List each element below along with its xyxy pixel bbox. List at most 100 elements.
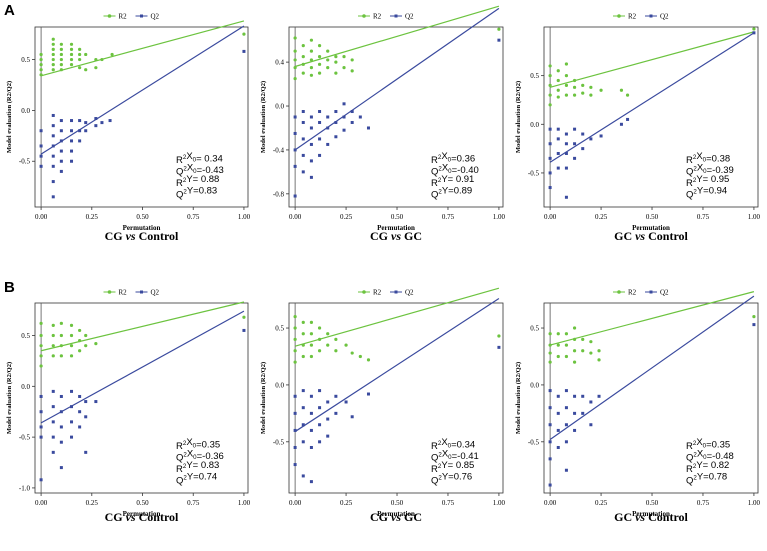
q2-point bbox=[59, 119, 63, 123]
r2-point bbox=[309, 332, 314, 336]
q2-point bbox=[242, 328, 246, 332]
q2-point bbox=[589, 423, 593, 427]
q2-point bbox=[51, 124, 55, 128]
r2-point bbox=[581, 349, 585, 353]
chart-2: 0.00 0.25 0.50 0.75 1.00 -0.8 -0.4 0.0 0.4 Permut… bbox=[260, 5, 506, 243]
stat-line: Q2Y=0.89 bbox=[431, 186, 472, 201]
legend-q2-marker bbox=[140, 290, 143, 294]
legend-r2-label: R2 bbox=[628, 13, 637, 21]
stat-line: R2X0=0.38 bbox=[686, 151, 730, 166]
r2-point bbox=[752, 27, 756, 31]
legend-q2-marker bbox=[140, 14, 143, 18]
q2-point bbox=[51, 420, 55, 424]
q2-point bbox=[51, 164, 55, 168]
r2-point bbox=[497, 27, 501, 31]
r2-point bbox=[556, 78, 560, 83]
chart-4: 0.00 0.25 0.50 0.75 1.00 -1.0 -0.5 0.0 0.5 Permut… bbox=[6, 289, 251, 525]
r2-point bbox=[309, 320, 314, 324]
q2-point bbox=[326, 142, 330, 146]
stat-line: Q2X0=-0.48 bbox=[686, 449, 734, 464]
plot-frame bbox=[34, 26, 249, 208]
q2-point bbox=[573, 127, 577, 131]
r2-point bbox=[293, 360, 297, 364]
q2-point bbox=[548, 423, 552, 427]
r2-point bbox=[350, 58, 354, 62]
y-tick-label: -0.5 bbox=[528, 438, 540, 446]
y-tick-label: 0.5 bbox=[21, 332, 30, 340]
x-tick-label: 0.50 bbox=[136, 213, 149, 221]
r2-point bbox=[548, 103, 552, 107]
q2-point bbox=[293, 164, 297, 168]
x-axis-label: Permutation bbox=[377, 510, 415, 518]
r2-point bbox=[572, 326, 577, 330]
r2-point bbox=[39, 344, 43, 348]
y-tick-label: 0.0 bbox=[275, 103, 284, 111]
r2-point bbox=[39, 354, 43, 358]
chart-title: CG vs Control bbox=[105, 510, 179, 524]
q2-point bbox=[301, 137, 305, 141]
y-tick-label: 0.4 bbox=[275, 59, 284, 67]
r2-point bbox=[564, 74, 569, 78]
x-tick-label: 1.00 bbox=[748, 213, 761, 221]
r2-point bbox=[309, 66, 314, 70]
q2-point bbox=[100, 121, 104, 125]
stat-line: R2Y= 0.83 bbox=[176, 460, 219, 475]
r2-point bbox=[293, 49, 297, 53]
y-tick-label: -0.5 bbox=[19, 158, 31, 166]
chart-5: 0.00 0.25 0.50 0.75 1.00 -0.5 0.0 0.5 Permutatio… bbox=[260, 287, 506, 524]
legend-r2-marker bbox=[107, 14, 112, 18]
r2-point bbox=[84, 52, 88, 57]
r2-point bbox=[564, 332, 569, 336]
r2-point bbox=[69, 57, 74, 62]
r2-point bbox=[366, 358, 371, 362]
x-tick-label: 0.00 bbox=[289, 213, 302, 221]
q2-point bbox=[581, 132, 585, 136]
y-axis-label: Model evaluation (R2/Q2) bbox=[515, 362, 522, 434]
x-tick-label: 1.00 bbox=[238, 499, 251, 507]
x-tick-label: 0.00 bbox=[35, 213, 48, 221]
r2-point bbox=[326, 332, 330, 336]
q2-point bbox=[366, 392, 370, 396]
r2-regression-line bbox=[294, 287, 500, 347]
q2-point bbox=[293, 115, 297, 119]
q2-point bbox=[84, 121, 88, 125]
y-tick-label: -0.5 bbox=[19, 434, 31, 442]
q2-point bbox=[318, 120, 322, 124]
r2-point bbox=[358, 354, 362, 359]
q2-point bbox=[39, 435, 43, 439]
q2-regression-line bbox=[294, 7, 500, 151]
y-tick-label: 0.0 bbox=[275, 381, 284, 389]
q2-point bbox=[334, 120, 338, 124]
chart-6: 0.00 0.25 0.50 0.75 1.00 -0.5 0.0 0.5 Permutatio… bbox=[515, 289, 761, 525]
r2-point bbox=[242, 315, 246, 319]
q2-point bbox=[293, 148, 297, 152]
q2-point bbox=[581, 147, 585, 151]
q2-regression-line bbox=[549, 295, 755, 441]
r2-point bbox=[51, 344, 55, 348]
r2-point bbox=[564, 93, 569, 97]
legend-r2-label: R2 bbox=[119, 13, 128, 21]
r2-point bbox=[78, 66, 82, 70]
q2-point bbox=[548, 440, 552, 444]
x-tick-label: 0.50 bbox=[136, 499, 149, 507]
r2-point bbox=[334, 349, 338, 353]
q2-point bbox=[293, 394, 297, 398]
y-tick-label: -0.5 bbox=[528, 169, 540, 177]
q2-point bbox=[564, 440, 568, 444]
r2-point bbox=[334, 60, 338, 64]
q2-point bbox=[597, 394, 601, 398]
r2-point bbox=[78, 57, 82, 62]
legend-q2-marker bbox=[649, 290, 653, 294]
q2-point bbox=[70, 389, 74, 393]
x-tick-label: 0.75 bbox=[442, 213, 455, 221]
r2-point bbox=[334, 337, 338, 342]
q2-point bbox=[556, 127, 560, 131]
r2-point bbox=[51, 323, 55, 327]
r2-point bbox=[309, 343, 314, 347]
x-tick-label: 1.00 bbox=[493, 213, 506, 221]
q2-point bbox=[581, 411, 585, 415]
q2-point bbox=[70, 129, 74, 133]
q2-point bbox=[78, 129, 82, 133]
panel-label-b: B bbox=[4, 279, 15, 296]
q2-point bbox=[573, 428, 577, 432]
